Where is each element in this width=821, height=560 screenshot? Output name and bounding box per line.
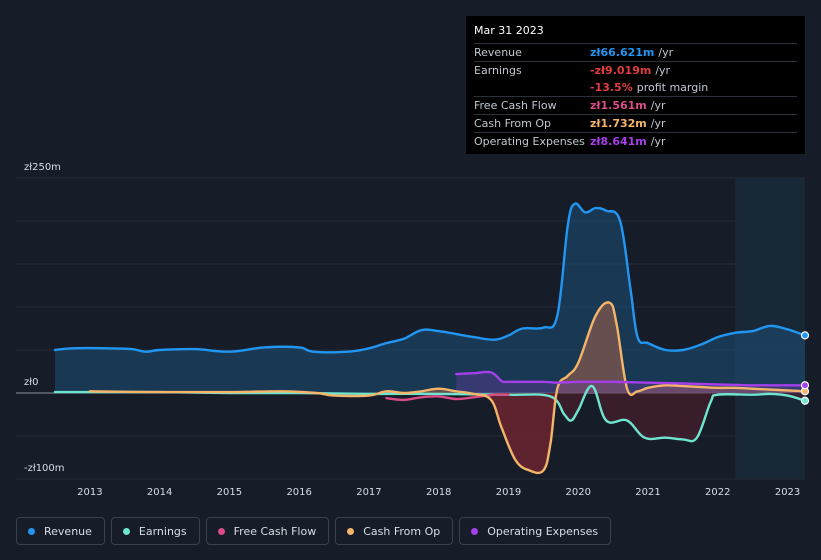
y-tick-label: zł0 [24,377,38,388]
tooltip-row-label: Cash From Op [474,117,552,130]
x-axis-labels: 2013 2014 2015 2016 2017 2018 2019 2020 2021 2022… [77,487,800,498]
operating-expenses-line [455,370,807,387]
x-tick-label: 2013 [77,487,102,498]
tooltip-rows: Revenue zł66.621m/yr Earnings -zł9.019m/yr -… [474,43,797,150]
operating-expenses-end-marker [800,381,810,390]
tooltip-row-unit: profit margin [636,81,709,94]
x-tick-label: 2014 [147,487,172,498]
legend-label: Free Cash Flow [233,524,317,538]
tooltip-row-label: Operating Expenses [474,135,585,148]
x-tick-label: 2019 [496,487,521,498]
tooltip-row-unit: /yr [650,135,666,148]
y-axis-labels: zł250m zł0 -zł100m [24,162,65,474]
tooltip-row-label: Earnings [474,64,522,77]
y-tick-label: zł250m [24,162,61,173]
tooltip-row-unit: /yr [655,64,671,77]
x-tick-label: 2016 [286,487,311,498]
legend-label: Revenue [44,524,92,538]
tooltip: Mar 31 2023 Revenue zł66.621m/yr Earnings -… [466,16,805,154]
x-tick-label: 2018 [426,487,451,498]
x-tick-label: 2017 [356,487,381,498]
marker-layer [800,331,810,405]
x-tick-label: 2022 [705,487,730,498]
tooltip-row: -13.5% profit margin [474,79,797,96]
tooltip-row: Revenue zł66.621m/yr [474,43,797,61]
line-layer [53,202,807,475]
area-layer [55,203,805,473]
earnings-area [55,385,805,442]
revenue-end-marker [800,331,810,340]
revenue-line [53,202,807,354]
legend-item-free-cash-flow[interactable]: Free Cash Flow [205,517,330,545]
legend-item-cash-from-op[interactable]: Cash From Op [335,517,454,545]
tooltip-row-value: zł66.621m [590,46,655,59]
x-tick-label: 2021 [635,487,660,498]
tooltip-row-value: zł1.561m [590,99,647,112]
tooltip-date: Mar 31 2023 [474,24,544,37]
tooltip-row-value: zł8.641m [590,135,647,148]
tooltip-row-label: Free Cash Flow [474,99,557,112]
earnings-line [53,384,807,443]
legend-label: Cash From Op [363,524,441,538]
y-tick-label: -zł100m [24,463,65,474]
tooltip-row: Earnings -zł9.019m/yr [474,61,797,79]
legend-dot-icon [347,527,355,535]
tooltip-row: Operating Expenses zł8.641m/yr [474,132,797,150]
revenue-area [55,203,805,393]
legend-item-operating-expenses[interactable]: Operating Expenses [459,517,612,545]
legend-dot-icon [471,527,479,535]
free-cash-flow-line [385,393,510,402]
cash-from-op-line [88,301,807,475]
earnings-end-marker [800,396,810,405]
tooltip-row: Cash From Op zł1.732m/yr [474,114,797,132]
tooltip-row-value: zł1.732m [590,117,647,130]
legend-dot-icon [28,527,35,535]
legend-dot-icon [122,527,130,535]
x-tick-label: 2023 [775,487,800,498]
tooltip-row-unit: /yr [650,117,666,130]
x-tick-label: 2015 [217,487,242,498]
tooltip-row: Free Cash Flow zł1.561m/yr [474,96,797,114]
tooltip-row-value: -13.5% [590,81,633,94]
legend-label: Earnings [138,524,187,538]
legend-item-earnings[interactable]: Earnings [110,517,200,545]
legend: Revenue Earnings Free Cash Flow Cash From O… [16,517,612,545]
legend-item-revenue[interactable]: Revenue [16,517,105,545]
tooltip-row-label: Revenue [474,46,522,59]
tooltip-row-unit: /yr [658,46,674,59]
tooltip-row-value: -zł9.019m [590,64,652,77]
x-tick-label: 2020 [566,487,591,498]
tooltip-row-unit: /yr [650,99,666,112]
legend-label: Operating Expenses [487,524,599,538]
legend-dot-icon [217,527,225,535]
